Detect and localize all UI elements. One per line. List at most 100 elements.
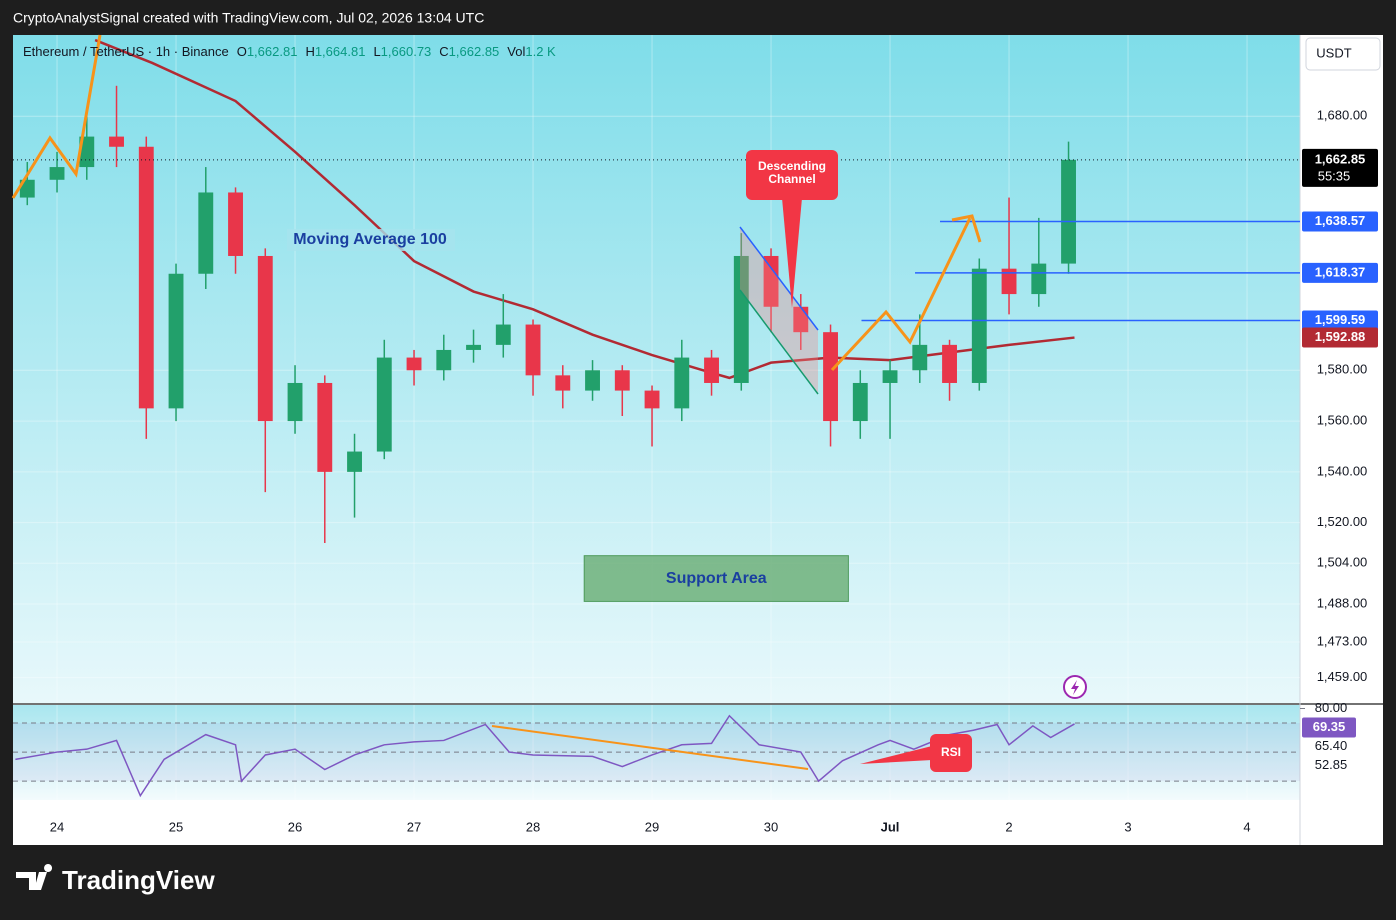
candle-body	[882, 370, 898, 383]
level-label: 1,618.37	[1315, 264, 1366, 279]
ma-label-bg	[287, 229, 455, 251]
ma-value-label: 1,592.88	[1315, 329, 1366, 344]
support-label: Support Area	[666, 570, 767, 587]
candle-body	[644, 390, 660, 409]
x-tick-label: 29	[645, 819, 659, 834]
rsi-value-label: 69.35	[1313, 719, 1346, 734]
rsi-callout-text: RSI	[941, 745, 961, 759]
currency-button[interactable]	[1305, 37, 1381, 71]
candle-body	[466, 344, 481, 350]
candle-body	[109, 136, 124, 147]
zigzag-right	[830, 217, 972, 372]
axis-labels: Ethereum / TetherUS · 1h · Binance O1,662…	[23, 44, 1378, 834]
x-tick-label: 2	[1005, 819, 1012, 834]
candle-body	[763, 255, 779, 307]
ma-value-box	[1302, 327, 1378, 348]
last-price-box	[1302, 148, 1378, 187]
candle-body	[852, 382, 868, 422]
x-tick-label: 25	[169, 819, 183, 834]
candle-body	[376, 357, 392, 452]
channel-fill	[740, 227, 818, 394]
legend-value: 1,660.73	[381, 44, 432, 59]
last-price-label: 1,662.85	[1315, 151, 1366, 166]
legend: Ethereum / TetherUS · 1h · Binance O1,662…	[23, 44, 556, 59]
candle-body	[971, 268, 987, 383]
legend-value: 1,662.85	[449, 44, 500, 59]
callout-text: Descending	[758, 159, 826, 173]
y-tick-label: 1,540.00	[1317, 463, 1368, 478]
rsi-callout-pointer	[860, 746, 932, 764]
legend-value: 1,664.81	[315, 44, 366, 59]
candle-body	[942, 344, 957, 383]
candle-body	[585, 370, 600, 391]
rsi-axis-label: 80.00	[1315, 700, 1348, 715]
candle-body	[228, 192, 243, 256]
legend-value: 1.2 K	[525, 44, 556, 59]
candle-body	[525, 324, 541, 376]
support-area	[583, 555, 849, 602]
candle-body	[138, 146, 154, 409]
candle-body	[168, 273, 184, 409]
y-tick-label: 1,560.00	[1317, 413, 1368, 428]
candle-body	[1001, 268, 1017, 295]
x-tick-label: 27	[407, 819, 421, 834]
rsi-axis-label: 52.85	[1315, 757, 1348, 772]
legend-value: 1,662.81	[247, 44, 298, 59]
legend-key: O	[237, 44, 247, 59]
brand: TradingView	[62, 865, 215, 895]
x-tick-label: Jul	[881, 819, 900, 834]
currency-button-label: USDT	[1316, 45, 1351, 60]
candle-body	[436, 349, 452, 371]
rsi-value-box	[1302, 717, 1356, 738]
candle-body	[19, 179, 35, 198]
candle-body	[704, 357, 719, 383]
y-tick-label: 1,680.00	[1317, 108, 1368, 123]
y-tick-label: 1,473.00	[1317, 633, 1368, 648]
y-tick-label: 1,580.00	[1317, 362, 1368, 377]
legend-key: H	[305, 44, 314, 59]
x-tick-label: 4	[1243, 819, 1250, 834]
legend-key: L	[373, 44, 380, 59]
main-plot: Support Area	[13, 38, 1300, 602]
candle-body	[823, 332, 838, 422]
level-label-box	[1302, 262, 1378, 283]
candle-body	[912, 344, 928, 371]
candle-body	[287, 382, 303, 422]
candle-body	[614, 370, 630, 391]
candle-body	[257, 255, 273, 422]
candle-body	[198, 192, 214, 274]
header: CryptoAnalystSignal created with Trading…	[13, 10, 484, 26]
zigzag-left	[11, 34, 102, 199]
drawings: Descending Channel Moving Average 100 RS…	[11, 34, 1381, 895]
y-tick-label: 1,459.00	[1317, 669, 1368, 684]
candle-body	[555, 375, 571, 391]
candle-body	[1031, 263, 1047, 295]
callout-box	[746, 150, 838, 200]
candle-body	[1061, 159, 1076, 264]
y-tick-label: 1,520.00	[1317, 514, 1368, 529]
x-tick-label: 28	[526, 819, 540, 834]
candle-body	[79, 136, 95, 168]
y-tick-label: 1,488.00	[1317, 595, 1368, 610]
level-label: 1,599.59	[1315, 312, 1366, 327]
level-label-box	[1302, 310, 1378, 331]
level-label: 1,638.57	[1315, 213, 1366, 228]
legend-key: Vol	[507, 44, 525, 59]
candle-body	[406, 357, 422, 371]
main-pane	[13, 35, 1300, 703]
arrow-head	[951, 214, 982, 243]
candle-body	[347, 451, 362, 472]
alert-bolt	[1071, 680, 1079, 695]
candle-body	[733, 255, 749, 383]
candle-body	[674, 357, 690, 409]
callout-text: Channel	[768, 172, 815, 186]
moving-average	[94, 38, 1075, 380]
channel-top	[739, 226, 819, 331]
level-label-box	[1302, 211, 1378, 232]
y-tick-label: 1,504.00	[1317, 555, 1368, 570]
ma-label: Moving Average 100	[293, 231, 447, 248]
x-tick-label: 26	[288, 819, 302, 834]
candle-body	[49, 167, 65, 180]
